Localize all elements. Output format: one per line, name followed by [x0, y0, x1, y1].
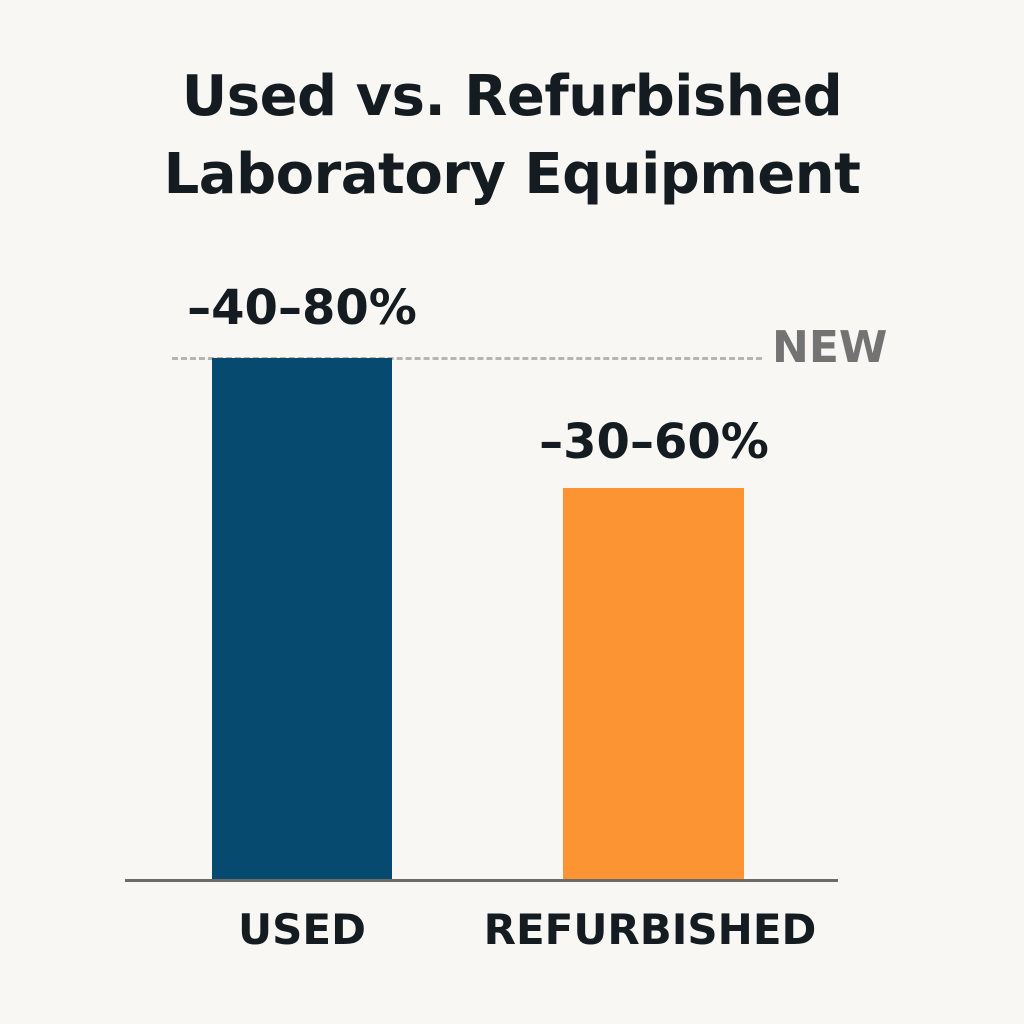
refurbished-category-label: REFURBISHED — [483, 905, 817, 954]
used-category-label: USED — [238, 905, 366, 954]
chart-title: Used vs. Refurbished Laboratory Equipmen… — [0, 58, 1024, 214]
new-reference-label: NEW — [772, 322, 888, 373]
used-bar — [212, 358, 392, 880]
x-axis — [125, 879, 838, 882]
refurbished-value-label: –30–60% — [539, 414, 769, 470]
new-reference-line — [172, 357, 762, 360]
title-line-1: Used vs. Refurbished — [181, 64, 843, 129]
title-line-2: Laboratory Equipment — [163, 142, 861, 207]
used-value-label: –40–80% — [187, 280, 417, 336]
refurbished-bar — [563, 488, 744, 880]
